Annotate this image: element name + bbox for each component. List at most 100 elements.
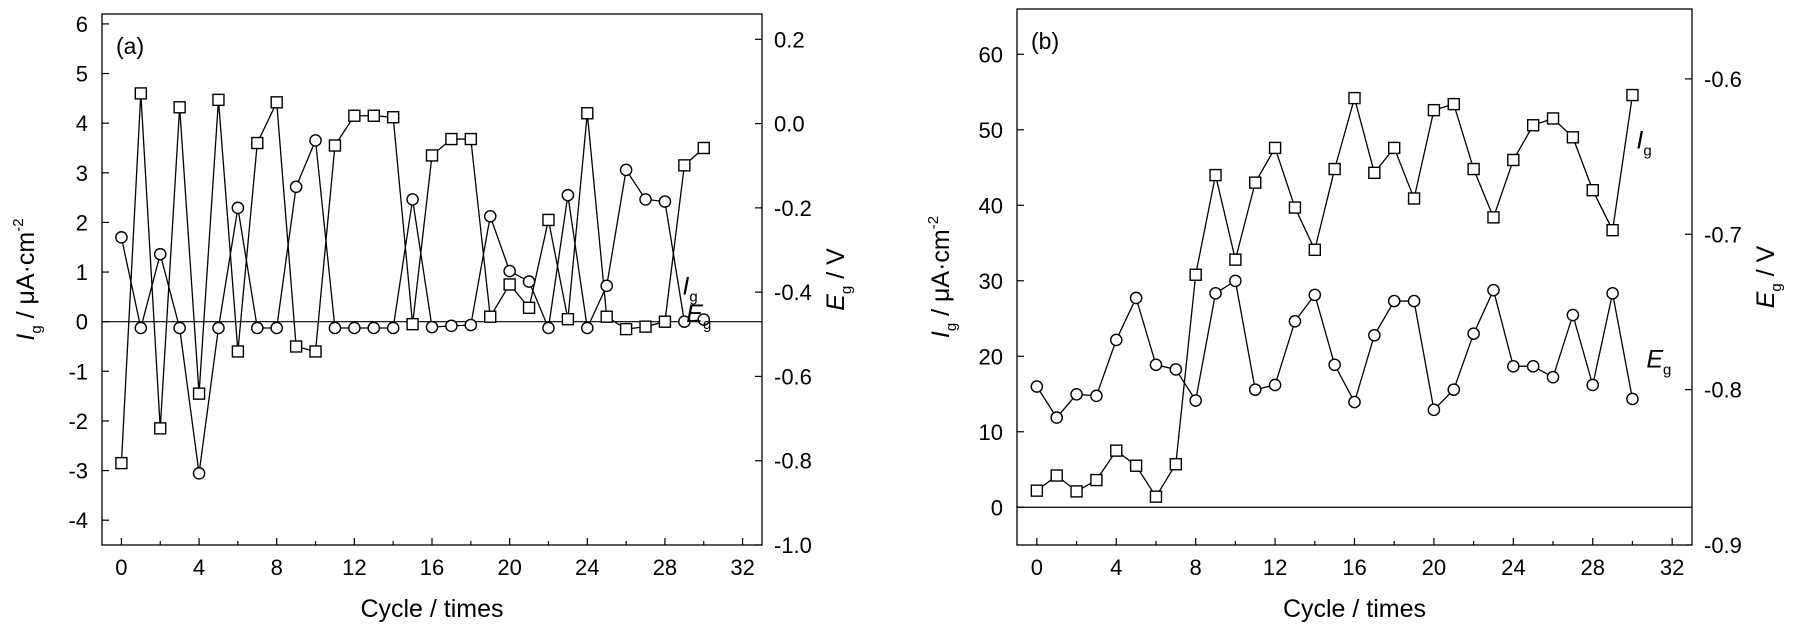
data-point-Ig [1626,88,1639,102]
data-point-Eg [1149,358,1163,372]
data-point-Eg [309,134,322,147]
y-tick-label: 2 [76,210,88,235]
data-point-Ig [1348,91,1361,105]
data-point-Eg [425,320,439,334]
y-tick-label: 0 [991,495,1003,520]
data-point-Eg [658,195,672,208]
data-point-Eg [580,321,594,335]
x-tick-label: 20 [497,555,521,580]
x-tick-label: 4 [1110,555,1122,580]
x-tick-label: 28 [1580,555,1604,580]
data-point-Eg [1308,288,1322,302]
y2-axis-label-subscript: g [838,286,855,294]
y-tick-label: -4 [68,508,88,533]
data-point-Eg [348,321,361,335]
panel-label: (b) [1031,28,1059,54]
y-tick-label: 5 [76,62,88,87]
data-point-Ig [1229,253,1242,266]
data-point-Ig [445,132,458,146]
data-point-Ig [1030,484,1044,497]
data-point-Eg [1507,360,1520,373]
y-axis-label: Ig / μA·cm-2 [925,216,960,338]
data-point-Ig [1308,243,1321,257]
data-point-Eg [1109,333,1123,347]
data-point-Ig [697,141,710,155]
data-point-Eg [192,467,206,480]
data-point-Ig [619,322,633,336]
series-label-symbol: I [1636,127,1643,155]
y2-axis-label-unit: / V [822,248,850,286]
data-point-Ig [1209,168,1222,182]
data-point-Eg [464,318,478,332]
data-point-Eg [639,193,652,206]
data-point-Eg [1169,363,1183,376]
data-point-Ig [406,317,419,331]
x-tick-label: 12 [342,555,366,580]
y2-tick-label: -0.6 [774,364,812,389]
y2-tick-label: -0.2 [774,196,812,221]
data-point-Ig [522,301,536,314]
data-point-Eg [1566,308,1580,322]
data-point-Eg [1090,389,1103,403]
data-point-Ig [1189,268,1202,281]
data-point-Eg [367,321,381,335]
data-point-Eg [212,321,225,335]
y-tick-label: 1 [76,260,88,285]
data-point-Eg [1487,283,1500,297]
data-point-Ig [1467,162,1480,176]
data-point-Ig [1149,490,1163,503]
data-point-Ig [212,93,225,107]
y-axis-label-unit: / μA·cm [927,229,955,323]
data-point-Eg [289,180,303,194]
series-label-Eg: Eg [1646,346,1671,379]
x-tick-label: 32 [730,555,754,580]
data-point-Ig [1070,485,1083,498]
series-line-Ig [1036,94,1634,498]
data-point-Eg [250,321,264,335]
data-point-Eg [1348,395,1361,409]
y-axis-label: Ig / μA·cm-2 [10,218,45,340]
data-point-Ig [154,422,167,435]
data-point-Eg [503,264,516,278]
y2-tick-label: -0.8 [1704,378,1742,403]
data-point-Eg [1248,383,1262,396]
data-point-Ig [1447,97,1460,111]
data-point-Eg [1626,392,1639,406]
series-label-subscript: g [689,288,697,305]
data-point-Ig [1368,166,1381,180]
x-tick-label: 32 [1660,555,1684,580]
data-point-Ig [503,278,516,291]
data-point-Ig [658,315,672,328]
data-point-Ig [192,387,206,400]
y2-tick-label: -0.6 [1704,67,1742,92]
panel-label: (a) [116,33,144,59]
data-point-Eg [134,321,148,335]
x-tick-label: 0 [1031,555,1043,580]
data-point-Ig [1606,223,1619,237]
series-line-Ig [120,93,705,464]
data-point-Ig [1268,141,1282,155]
data-point-Eg [115,231,128,244]
series-label-symbol: I [682,272,689,300]
x-axis-label: Cycle / times [1283,595,1426,623]
y-tick-label: 40 [979,193,1003,218]
data-point-Ig [1586,183,1599,197]
data-point-Ig [328,139,342,152]
x-tick-label: 0 [115,555,127,580]
data-point-Ig [1110,444,1123,457]
data-point-Eg [270,321,284,335]
data-point-Eg [1387,294,1401,308]
y2-tick-label: 0.2 [774,27,805,52]
data-point-Ig [1090,473,1103,487]
data-point-Eg [328,321,342,335]
data-point-Eg [386,321,400,335]
y2-axis-label-symbol: E [822,294,850,311]
series-label-Eg: Eg [686,300,711,333]
data-point-Ig [251,136,264,150]
data-point-Eg [1229,274,1242,288]
x-tick-label: 24 [575,555,599,580]
data-point-Eg [561,188,575,202]
y-tick-label: 20 [979,344,1003,369]
x-tick-label: 16 [420,555,444,580]
y2-tick-label: -0.8 [774,449,812,474]
